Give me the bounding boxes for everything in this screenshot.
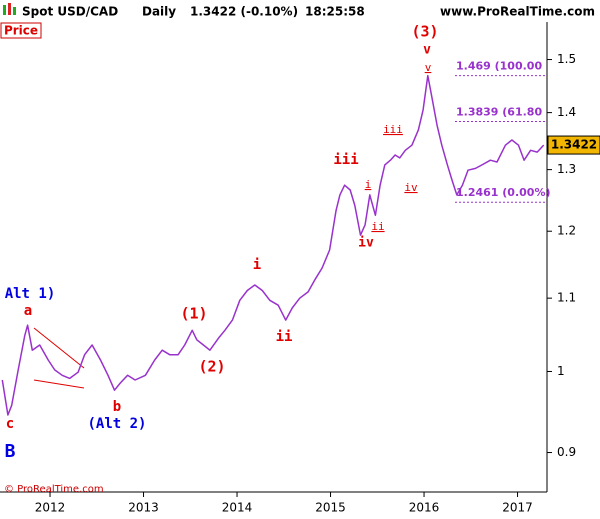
y-tick-label: 1.1 xyxy=(557,291,576,305)
last-price-label: 1.3422 xyxy=(551,138,597,152)
wave-label: B xyxy=(5,441,16,462)
wave-label: ii xyxy=(276,329,293,345)
wave-label: c xyxy=(6,416,14,432)
wave-label: (Alt 2) xyxy=(87,416,146,432)
wave-label: i xyxy=(365,178,372,191)
quote: 1.3422 (-0.10%) xyxy=(190,5,298,19)
wave-label: iv xyxy=(358,236,374,251)
wave-label: b xyxy=(113,399,121,415)
wave-label: iv xyxy=(404,181,418,194)
y-tick-label: 0.9 xyxy=(557,445,576,459)
wave-label: a xyxy=(24,303,32,319)
panel-label-box xyxy=(0,22,42,39)
wave-label: v xyxy=(425,61,432,74)
wave-label: (3) xyxy=(411,23,438,41)
x-tick-label: 2017 xyxy=(502,501,533,515)
panel-label: Price xyxy=(4,24,38,38)
fib-label: 1.2461 (0.00%) xyxy=(456,186,551,199)
x-tick-label: 2013 xyxy=(128,501,159,515)
source: www.ProRealTime.com xyxy=(440,5,595,19)
y-tick-label: 1.3 xyxy=(557,162,576,176)
last-price-box xyxy=(547,135,600,155)
x-tick-label: 2012 xyxy=(35,501,66,515)
fib-label: 1.3839 (61.80 xyxy=(456,106,542,119)
fib-label: 1.469 (100.00 xyxy=(456,60,542,73)
wave-label: i xyxy=(253,257,261,273)
copyright: © ProRealTime.com xyxy=(4,484,104,495)
y-tick-label: 1.2 xyxy=(557,224,576,238)
wave-label: v xyxy=(423,43,431,58)
triangle xyxy=(33,327,85,389)
x-tick-label: 2014 xyxy=(222,501,253,515)
wave-label: (2) xyxy=(198,358,225,376)
y-tick-label: 1 xyxy=(557,364,565,378)
y-tick-label: 1.5 xyxy=(557,52,576,66)
y-tick-label: 1.4 xyxy=(557,105,576,119)
wave-label: Alt 1) xyxy=(5,286,56,302)
wave-label: iii xyxy=(333,152,358,168)
timeframe: Daily xyxy=(142,5,176,19)
header-icon xyxy=(3,3,16,15)
x-tick-label: 2015 xyxy=(315,501,346,515)
wave-label: ii xyxy=(371,220,384,233)
x-tick-label: 2016 xyxy=(409,501,440,515)
wave-label: (1) xyxy=(180,305,207,323)
price-line xyxy=(1,74,545,416)
symbol: Spot USD/CAD xyxy=(22,5,118,19)
wave-label: iii xyxy=(383,123,403,136)
time: 18:25:58 xyxy=(305,5,365,19)
